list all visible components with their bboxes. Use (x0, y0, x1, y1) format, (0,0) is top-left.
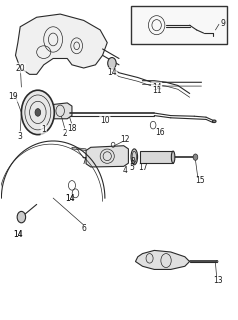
Circle shape (108, 58, 116, 69)
Text: 14: 14 (152, 83, 161, 92)
FancyBboxPatch shape (131, 6, 227, 44)
Ellipse shape (216, 260, 218, 262)
Text: 2: 2 (63, 129, 67, 138)
Text: 6: 6 (81, 224, 86, 233)
Polygon shape (135, 251, 189, 269)
Text: 4: 4 (122, 166, 127, 175)
Text: 20: 20 (15, 63, 25, 73)
Polygon shape (72, 147, 86, 150)
Circle shape (35, 108, 41, 116)
Polygon shape (49, 103, 72, 119)
Text: 16: 16 (155, 128, 165, 137)
Text: 3: 3 (18, 132, 23, 141)
Text: 10: 10 (100, 116, 110, 125)
Text: 14: 14 (13, 230, 23, 239)
Circle shape (193, 154, 198, 160)
Text: 14: 14 (13, 230, 23, 239)
Text: 12: 12 (120, 135, 130, 144)
Text: 18: 18 (67, 124, 77, 133)
Text: 19: 19 (8, 92, 18, 101)
Ellipse shape (213, 120, 216, 123)
Text: 15: 15 (195, 176, 205, 185)
Text: 11: 11 (152, 86, 161, 95)
Circle shape (17, 212, 26, 223)
Text: 8: 8 (131, 157, 135, 166)
Ellipse shape (171, 151, 175, 163)
Text: 5: 5 (129, 164, 134, 172)
Text: 14: 14 (65, 194, 74, 203)
Text: 17: 17 (138, 164, 147, 172)
Ellipse shape (131, 149, 138, 165)
Polygon shape (86, 146, 129, 167)
Text: 1: 1 (41, 125, 46, 134)
Text: 7: 7 (81, 157, 86, 166)
Polygon shape (15, 14, 107, 74)
Text: 9: 9 (220, 19, 225, 28)
Circle shape (21, 90, 54, 135)
Text: 14: 14 (107, 68, 117, 77)
Text: 14: 14 (65, 194, 74, 203)
Text: 13: 13 (213, 276, 223, 285)
Bar (140, 151, 173, 163)
